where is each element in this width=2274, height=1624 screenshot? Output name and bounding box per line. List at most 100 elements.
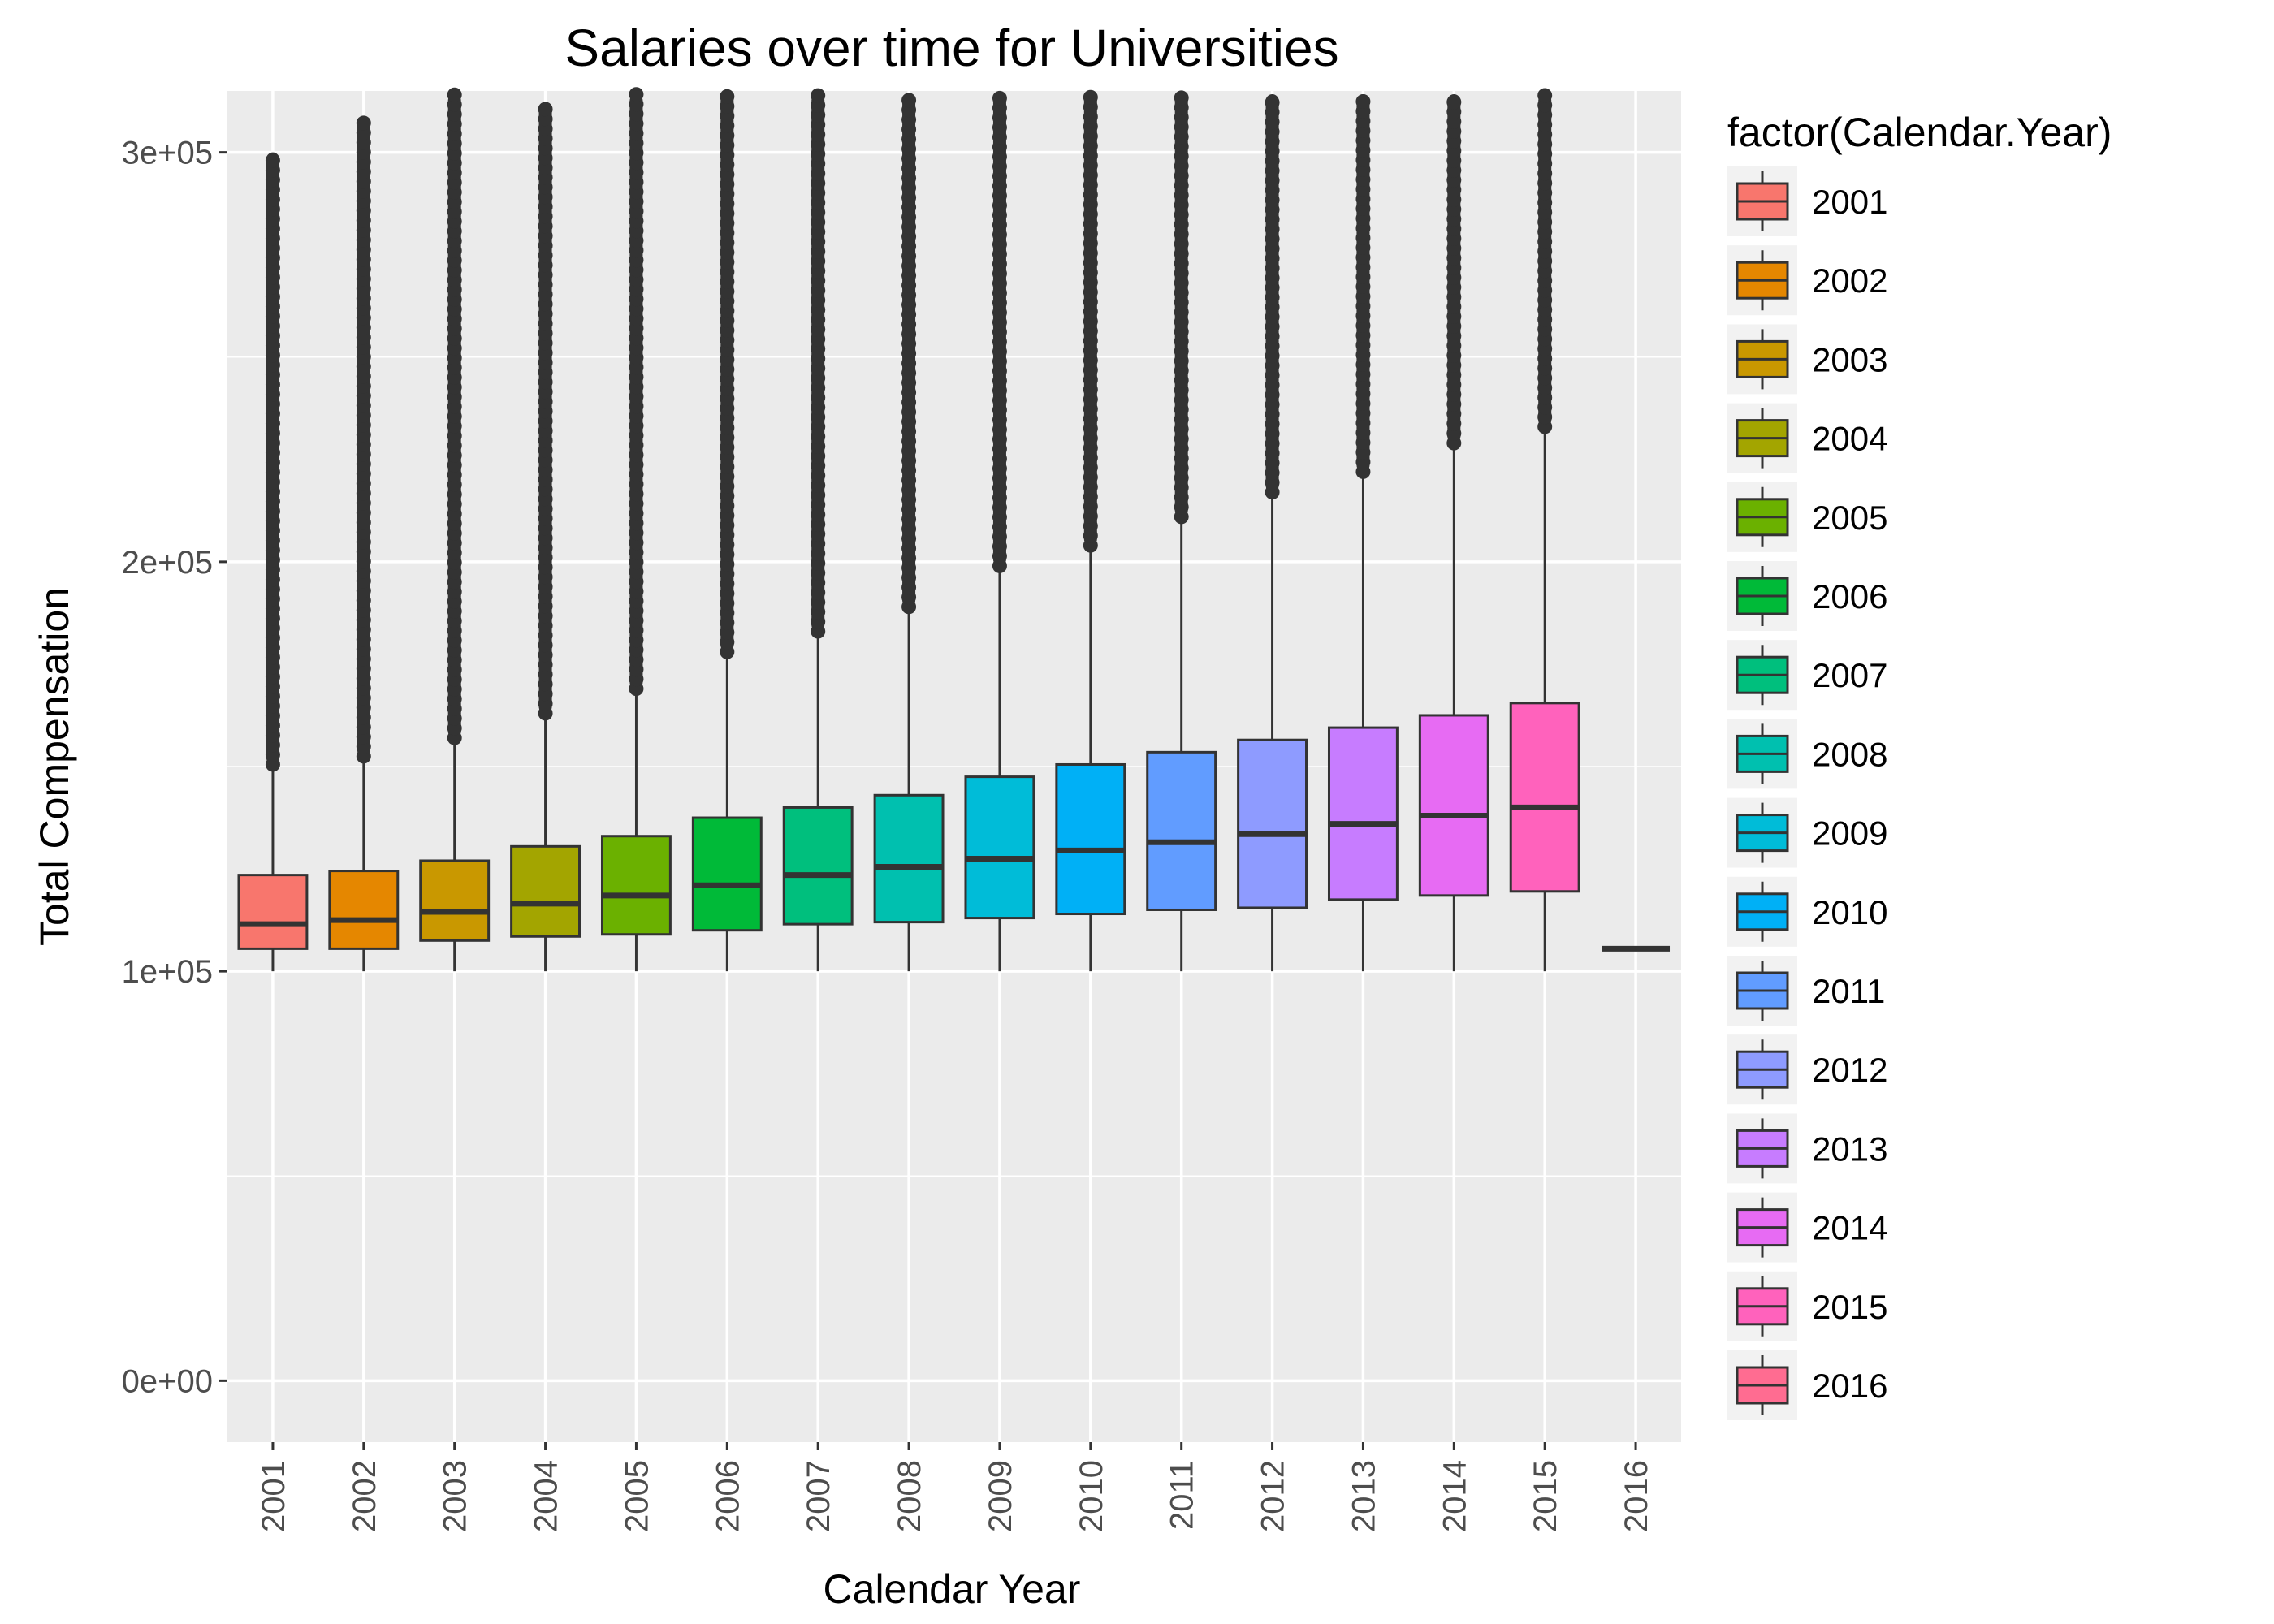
legend-label: 2009 xyxy=(1812,814,1887,853)
box-2008 xyxy=(873,93,945,972)
outlier-point xyxy=(629,87,644,102)
outlier-point xyxy=(538,102,553,117)
legend-item-2003: 2003 xyxy=(1727,324,1887,395)
legend-title: factor(Calendar.Year) xyxy=(1727,110,2112,155)
box-2002 xyxy=(328,115,400,972)
outlier-point xyxy=(1174,90,1189,106)
x-tick-label: 2009 xyxy=(983,1460,1018,1532)
outlier-point xyxy=(992,90,1007,106)
legend-item-2009: 2009 xyxy=(1727,797,1887,868)
chart-title: Salaries over time for Universities xyxy=(564,19,1338,77)
x-tick-label: 2013 xyxy=(1346,1460,1381,1532)
box-2011 xyxy=(1146,90,1217,972)
x-tick-label: 2004 xyxy=(529,1460,564,1532)
x-tick-label: 2003 xyxy=(438,1460,473,1532)
y-tick-label: 2e+05 xyxy=(122,545,213,581)
legend-item-2011: 2011 xyxy=(1727,956,1885,1026)
outlier-point xyxy=(811,88,826,103)
y-tick-label: 3e+05 xyxy=(122,136,213,171)
box-body xyxy=(964,775,1035,920)
x-tick-label: 2008 xyxy=(892,1460,927,1532)
box-body xyxy=(1327,726,1399,901)
legend-item-2002: 2002 xyxy=(1727,245,1887,316)
boxes xyxy=(237,87,1671,972)
legend-label: 2005 xyxy=(1812,499,1887,537)
legend-label: 2006 xyxy=(1812,577,1887,615)
x-tick-label: 2016 xyxy=(1619,1460,1654,1532)
box-body xyxy=(1237,738,1308,909)
legend-item-2010: 2010 xyxy=(1727,876,1887,947)
legend-label: 2011 xyxy=(1812,972,1885,1010)
box-2014 xyxy=(1418,94,1489,972)
y-tick-label: 0e+00 xyxy=(122,1363,213,1399)
box-body xyxy=(419,859,491,942)
x-axis-label: Calendar Year xyxy=(824,1566,1081,1612)
legend-item-2014: 2014 xyxy=(1727,1192,1887,1263)
legend-label: 2013 xyxy=(1812,1129,1887,1168)
x-tick-label: 2006 xyxy=(710,1460,746,1532)
legend-item-2012: 2012 xyxy=(1727,1034,1887,1105)
legend-item-2015: 2015 xyxy=(1727,1271,1887,1341)
legend-label: 2007 xyxy=(1812,656,1887,694)
box-body xyxy=(1509,702,1580,893)
x-tick-label: 2014 xyxy=(1437,1460,1472,1532)
y-axis-ticks: 0e+00 1e+05 2e+05 3e+05 xyxy=(122,136,227,1399)
box-body xyxy=(510,844,581,938)
box-2012 xyxy=(1237,94,1308,972)
outlier-point xyxy=(1446,94,1462,110)
box-body xyxy=(1146,750,1217,911)
box-2015 xyxy=(1509,88,1580,972)
legend-label: 2014 xyxy=(1812,1209,1887,1247)
x-tick-label: 2001 xyxy=(256,1460,292,1532)
y-tick-label: 1e+05 xyxy=(122,954,213,990)
box-2005 xyxy=(600,87,672,972)
legend-label: 2016 xyxy=(1812,1367,1887,1405)
box-body xyxy=(237,874,309,950)
box-body xyxy=(873,793,945,924)
x-tick-label: 2010 xyxy=(1074,1460,1109,1532)
x-tick-label: 2012 xyxy=(1256,1460,1291,1532)
box-2007 xyxy=(782,88,854,972)
x-tick-label: 2005 xyxy=(619,1460,655,1532)
box-2004 xyxy=(510,102,581,972)
legend-item-2007: 2007 xyxy=(1727,640,1887,710)
legend-item-2016: 2016 xyxy=(1727,1350,1887,1420)
outlier-point xyxy=(265,153,280,168)
legend-label: 2010 xyxy=(1812,893,1887,931)
box-2006 xyxy=(691,89,763,972)
outlier-point xyxy=(447,87,462,102)
legend-label: 2003 xyxy=(1812,340,1887,378)
x-axis-ticks: 2001 2002 2003 2004 2005 2006 2007 2008 2009 2010… xyxy=(256,1442,1654,1532)
legend-item-2006: 2006 xyxy=(1727,561,1887,631)
x-tick-label: 2002 xyxy=(347,1460,383,1532)
outlier-point xyxy=(1537,88,1553,103)
box-body xyxy=(1418,714,1489,897)
x-tick-label: 2011 xyxy=(1165,1460,1200,1530)
box-2013 xyxy=(1327,93,1399,972)
legend-label: 2015 xyxy=(1812,1288,1887,1326)
legend-item-2004: 2004 xyxy=(1727,403,1887,473)
box-body xyxy=(600,835,672,936)
box-2010 xyxy=(1055,89,1126,972)
box-2003 xyxy=(419,87,491,972)
outlier-point xyxy=(1083,89,1098,105)
outlier-point xyxy=(1265,95,1280,110)
x-tick-label: 2007 xyxy=(801,1460,837,1532)
outlier-point xyxy=(720,89,735,104)
outlier-point xyxy=(901,93,917,108)
legend-item-2008: 2008 xyxy=(1727,719,1887,789)
legend-item-2001: 2001 xyxy=(1727,166,1887,236)
legend-label: 2012 xyxy=(1812,1051,1887,1089)
legend-item-2005: 2005 xyxy=(1727,482,1887,552)
legend-label: 2002 xyxy=(1812,261,1887,300)
x-tick-label: 2015 xyxy=(1528,1460,1563,1532)
outlier-point xyxy=(356,115,371,131)
box-body xyxy=(691,816,763,932)
outlier-point xyxy=(1355,93,1371,109)
box-2001 xyxy=(237,152,309,972)
legend-label: 2004 xyxy=(1812,420,1887,458)
legend-item-2013: 2013 xyxy=(1727,1113,1887,1184)
box-body xyxy=(1055,762,1126,916)
box-body xyxy=(328,870,400,950)
